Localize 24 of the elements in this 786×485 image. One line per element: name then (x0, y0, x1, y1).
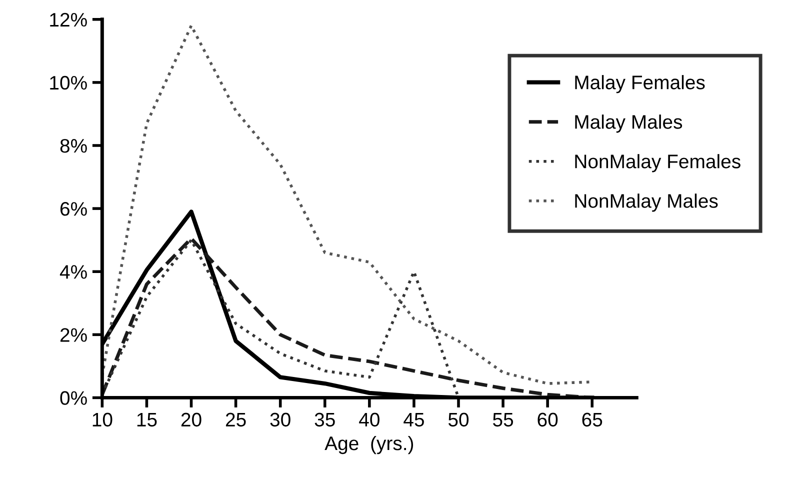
y-tick-label: 10% (50, 76, 87, 90)
y-tick-label: 4% (60, 265, 87, 279)
x-tick-label: 60 (538, 412, 558, 427)
x-tick-label: 10 (92, 412, 112, 427)
y-tick-label: 6% (60, 202, 87, 216)
x-tick-label: 50 (448, 412, 469, 427)
legend-label: Malay Females (575, 75, 705, 94)
y-tick-label: 0% (60, 391, 87, 405)
x-axis-title: Age (yrs.) (324, 436, 414, 454)
legend-label: NonMalay Females (575, 154, 740, 172)
x-tick-label: 25 (226, 412, 246, 427)
legend-label: NonMalay Males (575, 194, 718, 212)
x-tick-label: 35 (314, 412, 335, 427)
x-tick-label: 65 (582, 412, 602, 427)
y-tick-label: 2% (60, 328, 87, 342)
x-tick-label: 30 (270, 412, 290, 427)
x-tick-label: 45 (404, 412, 424, 427)
x-tick-label: 55 (493, 412, 514, 427)
y-tick-label: 8% (60, 138, 87, 153)
x-tick-label: 15 (137, 412, 157, 427)
x-tick-label: 40 (359, 412, 380, 427)
y-tick-label: 12% (50, 12, 87, 27)
x-tick-label: 20 (181, 412, 202, 427)
legend-label: Malay Males (575, 114, 682, 133)
